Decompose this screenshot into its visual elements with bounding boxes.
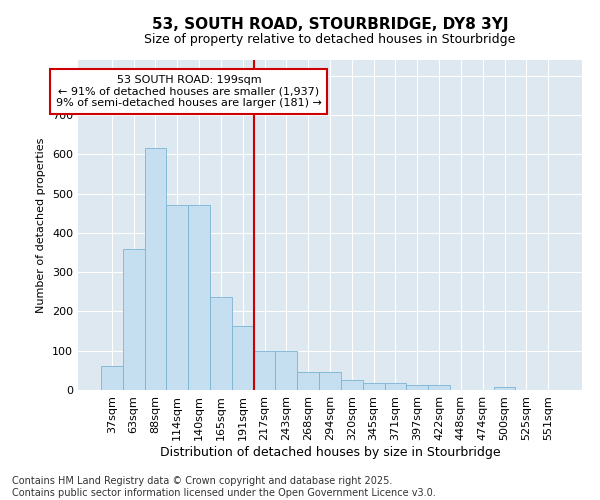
Bar: [297, 372, 319, 390]
Bar: [145, 148, 166, 390]
Bar: [319, 372, 341, 390]
Bar: [232, 326, 254, 390]
Bar: [385, 383, 406, 390]
Bar: [254, 350, 275, 390]
Bar: [101, 366, 123, 390]
Bar: [341, 380, 363, 390]
Bar: [210, 296, 232, 390]
Bar: [275, 350, 297, 390]
Bar: [494, 387, 515, 390]
Bar: [123, 248, 145, 390]
Bar: [428, 385, 450, 390]
Bar: [406, 385, 428, 390]
Bar: [188, 204, 210, 390]
Text: Size of property relative to detached houses in Stourbridge: Size of property relative to detached ho…: [145, 32, 515, 46]
Y-axis label: Number of detached properties: Number of detached properties: [37, 138, 46, 312]
Text: 53 SOUTH ROAD: 199sqm
← 91% of detached houses are smaller (1,937)
9% of semi-de: 53 SOUTH ROAD: 199sqm ← 91% of detached …: [56, 75, 322, 108]
Text: 53, SOUTH ROAD, STOURBRIDGE, DY8 3YJ: 53, SOUTH ROAD, STOURBRIDGE, DY8 3YJ: [152, 18, 508, 32]
X-axis label: Distribution of detached houses by size in Stourbridge: Distribution of detached houses by size …: [160, 446, 500, 458]
Bar: [363, 383, 385, 390]
Text: Contains HM Land Registry data © Crown copyright and database right 2025.
Contai: Contains HM Land Registry data © Crown c…: [12, 476, 436, 498]
Bar: [166, 204, 188, 390]
